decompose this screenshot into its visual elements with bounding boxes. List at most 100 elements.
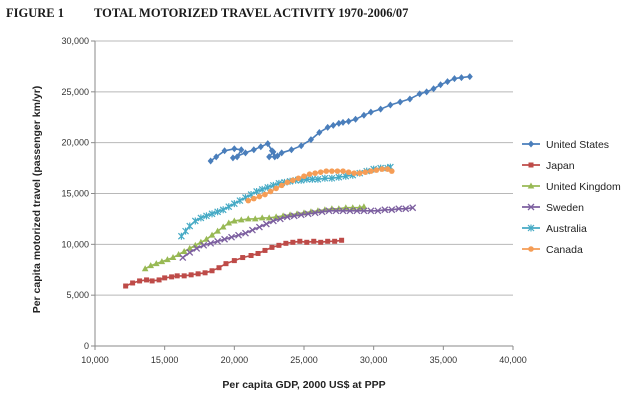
data-point-japan <box>311 238 317 244</box>
data-point-australia <box>203 212 210 220</box>
data-point-canada <box>329 168 335 174</box>
data-point-canada <box>306 171 313 177</box>
legend-swatch-marker <box>527 203 535 211</box>
data-point-australia <box>321 174 329 182</box>
series-canada <box>245 166 395 204</box>
data-point-sweden <box>318 208 326 216</box>
y-tick-label: 0 <box>84 341 89 351</box>
data-point-canada <box>351 170 357 176</box>
series-japan <box>123 237 345 289</box>
data-point-united-states <box>397 98 404 106</box>
data-point-sweden <box>367 207 375 215</box>
legend: United States Japan United Kingdom Sweden Au… <box>522 139 621 256</box>
data-point-sweden <box>242 229 249 237</box>
data-point-canada <box>323 168 330 174</box>
data-point-sweden <box>221 235 229 243</box>
x-tick-label: 30,000 <box>360 355 388 365</box>
data-point-united-kingdom <box>231 217 238 224</box>
data-point-japan <box>144 277 150 283</box>
data-point-united-kingdom <box>360 203 368 210</box>
data-point-united-states <box>221 147 228 155</box>
data-point-japan <box>276 242 282 248</box>
legend-label: Japan <box>546 160 575 172</box>
data-point-japan <box>174 273 180 279</box>
data-point-united-states <box>229 154 236 162</box>
data-point-united-states <box>423 88 430 96</box>
data-point-sweden <box>360 207 368 215</box>
data-point-japan <box>202 270 208 276</box>
data-point-united-states <box>437 81 444 89</box>
data-point-japan <box>339 237 345 243</box>
data-point-australia <box>308 175 316 183</box>
x-tick-label: 10,000 <box>81 355 109 365</box>
data-point-sweden <box>290 212 298 220</box>
legend-swatch-marker <box>528 140 534 148</box>
data-point-united-kingdom <box>192 241 199 248</box>
data-point-japan <box>130 280 136 286</box>
data-point-united-states <box>298 142 305 150</box>
data-point-australia <box>208 210 216 218</box>
data-point-united-kingdom <box>208 231 216 238</box>
data-point-canada <box>317 169 324 175</box>
data-point-japan <box>248 253 254 259</box>
data-point-sweden <box>332 207 340 215</box>
data-point-united-states <box>242 149 249 157</box>
data-point-japan <box>240 255 246 261</box>
data-point-united-states <box>238 146 245 154</box>
data-point-canada <box>251 195 257 202</box>
data-point-sweden <box>235 231 242 239</box>
legend-swatch-marker <box>527 224 535 232</box>
legend-entry-united-kingdom: United Kingdom <box>522 181 621 193</box>
data-point-japan <box>325 238 331 244</box>
data-point-united-states <box>340 118 347 126</box>
data-point-canada <box>388 168 395 174</box>
data-point-sweden <box>255 223 263 231</box>
data-point-united-kingdom <box>169 254 177 261</box>
series-line-australia <box>180 166 391 237</box>
x-tick-label: 35,000 <box>430 355 458 365</box>
data-point-united-states <box>231 145 238 153</box>
series-line-united-states <box>210 75 470 162</box>
data-point-united-kingdom <box>186 244 194 251</box>
legend-label: United States <box>546 139 609 151</box>
data-point-sweden <box>374 207 382 215</box>
data-point-sweden <box>381 206 389 214</box>
data-point-japan <box>209 268 215 274</box>
data-point-canada <box>373 167 380 173</box>
data-point-australia <box>197 214 205 222</box>
data-point-united-kingdom <box>158 258 166 265</box>
data-point-united-states <box>257 143 264 151</box>
y-tick-label: 20,000 <box>61 138 89 148</box>
data-series <box>123 73 473 289</box>
data-point-japan <box>156 277 162 283</box>
data-point-sweden <box>402 205 410 213</box>
data-point-japan <box>262 247 268 253</box>
data-point-japan <box>137 278 143 284</box>
data-point-sweden <box>228 233 236 241</box>
data-point-japan <box>332 238 338 244</box>
data-point-united-states <box>266 153 273 161</box>
data-point-united-kingdom <box>251 215 259 222</box>
data-point-united-states <box>430 85 437 93</box>
figure-label: FIGURE 1 <box>6 6 64 20</box>
data-point-sweden <box>200 241 208 249</box>
y-tick-label: 15,000 <box>61 189 89 199</box>
data-point-australia <box>230 200 238 208</box>
data-point-australia <box>214 208 222 216</box>
data-point-sweden <box>248 226 256 234</box>
data-point-united-kingdom <box>219 223 227 230</box>
data-point-sweden <box>339 207 347 215</box>
data-point-canada <box>345 169 352 175</box>
data-point-united-kingdom <box>258 214 266 221</box>
data-point-sweden <box>311 209 319 217</box>
series-line-sweden <box>182 206 413 259</box>
series-united-states <box>207 73 473 165</box>
data-point-united-states <box>207 157 214 165</box>
data-point-japan <box>223 261 229 267</box>
y-axis-label: Per capita motorized travel (passenger k… <box>31 86 43 314</box>
data-point-united-states <box>416 90 423 98</box>
data-point-australia <box>335 173 343 181</box>
data-point-japan <box>195 271 201 277</box>
data-point-united-states <box>324 123 331 131</box>
data-point-japan <box>188 272 194 278</box>
